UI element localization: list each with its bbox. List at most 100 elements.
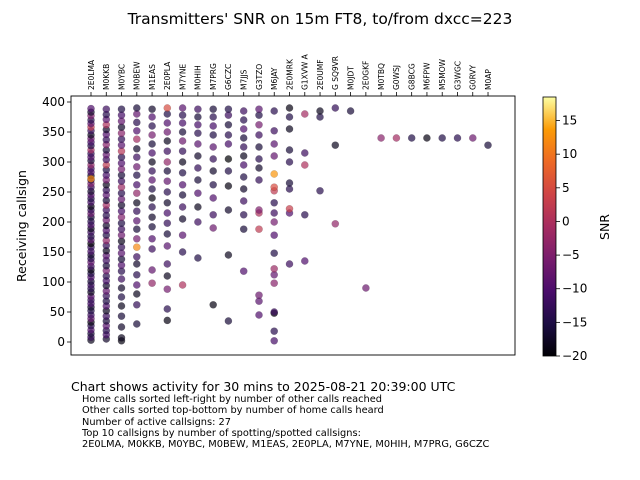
data-point <box>132 225 141 233</box>
data-point <box>453 134 462 142</box>
data-point <box>178 203 187 211</box>
x-tick-label: G6CZC <box>224 64 233 90</box>
data-point <box>331 104 340 112</box>
data-point <box>132 144 141 153</box>
data-point <box>117 293 126 301</box>
y-tick-label: 300 <box>42 155 65 169</box>
data-point <box>178 231 187 239</box>
data-point <box>163 147 172 155</box>
data-point <box>270 127 279 135</box>
data-point <box>209 167 217 175</box>
data-point <box>224 140 233 148</box>
colorbar <box>542 96 557 357</box>
colorbar-tick-label: −10 <box>562 282 587 296</box>
data-point <box>270 218 279 226</box>
data-point <box>148 234 156 243</box>
data-point <box>178 281 187 289</box>
x-tick-label: 2E0PLA <box>163 61 172 90</box>
data-point <box>285 260 294 268</box>
data-point <box>178 248 187 256</box>
chart-title: Transmitters' SNR on 15m FT8, to/from dx… <box>127 10 513 28</box>
x-tick-label: M0TBQ <box>377 63 386 90</box>
data-point <box>209 180 217 189</box>
data-point <box>239 185 248 193</box>
x-tick-label: G3WGC <box>453 61 462 90</box>
data-point <box>178 180 187 189</box>
data-point <box>255 291 263 300</box>
data-point <box>239 143 248 151</box>
data-point <box>239 267 248 276</box>
data-point <box>285 104 294 112</box>
data-point <box>87 174 95 183</box>
data-point <box>239 116 248 124</box>
data-point <box>148 122 156 130</box>
x-tick-label: G SQ9VR <box>331 56 340 90</box>
x-tick-label: M0YBC <box>117 64 126 90</box>
data-point <box>132 198 141 207</box>
data-point <box>270 336 279 345</box>
data-point <box>377 134 385 142</box>
data-point <box>178 104 187 112</box>
data-point <box>132 260 141 268</box>
data-point <box>163 285 172 294</box>
data-point <box>423 134 431 142</box>
y-tick-label: 350 <box>42 125 65 139</box>
data-point <box>178 128 187 136</box>
x-axis: 2E0LMA M0KKB M0YBC M0BEW M1EAS 2E0PLA M7YNE M0H… <box>87 53 493 96</box>
data-point <box>270 170 279 178</box>
x-tick-label: M7JJS <box>240 69 249 90</box>
data-point <box>148 245 156 253</box>
data-point <box>224 251 233 259</box>
data-point <box>270 327 279 336</box>
data-point <box>255 105 263 113</box>
data-point <box>255 131 263 139</box>
data-point <box>331 219 340 228</box>
x-tick-label: M0AP <box>484 69 493 90</box>
data-point <box>148 105 156 113</box>
x-tick-label: M1EAS <box>148 64 157 90</box>
y-tick-label: 200 <box>42 215 65 229</box>
data-point <box>148 176 156 184</box>
data-point <box>132 207 141 215</box>
data-point <box>392 134 401 142</box>
data-point <box>148 131 156 139</box>
data-points <box>87 104 492 345</box>
data-point <box>255 155 263 163</box>
x-tick-label: M0JDT <box>346 66 355 90</box>
data-point <box>178 158 187 166</box>
data-point <box>117 275 126 283</box>
data-point <box>270 279 279 288</box>
data-point <box>117 284 126 292</box>
data-point <box>270 264 279 273</box>
y-tick-label: 250 <box>42 185 65 199</box>
data-point <box>270 231 279 239</box>
data-point <box>163 198 172 207</box>
x-tick-label: M0KKB <box>102 64 111 90</box>
data-point <box>255 176 263 184</box>
data-point <box>132 320 141 328</box>
data-point <box>239 125 248 133</box>
data-point <box>300 161 309 169</box>
colorbar-tick-label: 0 <box>562 214 570 228</box>
data-point <box>239 173 248 181</box>
x-tick-label: 2E0UMF <box>316 59 325 90</box>
data-point <box>224 121 233 129</box>
data-point <box>209 122 217 130</box>
data-point <box>148 113 156 121</box>
data-point <box>132 153 141 161</box>
data-point <box>239 161 248 169</box>
note-line: Top 10 callsigns by number of spotting/s… <box>82 427 361 439</box>
colorbar-tick-label: −20 <box>562 349 587 363</box>
data-point <box>87 104 95 113</box>
data-point <box>163 272 172 280</box>
x-tick-label: M6JAY <box>270 67 279 90</box>
data-point <box>163 104 172 112</box>
data-point <box>209 113 217 121</box>
data-point <box>270 308 279 316</box>
data-point <box>255 164 263 172</box>
data-point <box>132 300 141 309</box>
data-point <box>224 317 233 325</box>
data-point <box>239 134 248 142</box>
data-point <box>194 105 202 113</box>
data-point <box>194 121 202 129</box>
